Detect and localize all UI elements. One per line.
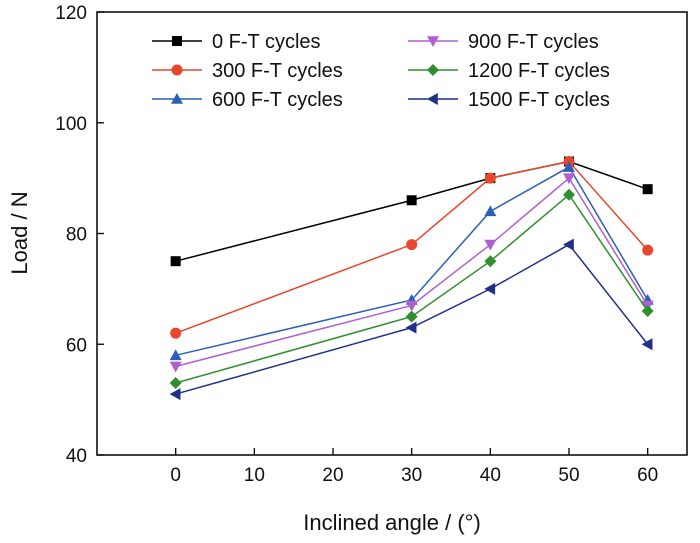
data-point-0-4 (642, 184, 653, 195)
data-point-4-4 (641, 305, 654, 318)
data-point-0-0 (170, 256, 181, 267)
x-tick-label-3: 30 (401, 465, 422, 486)
x-tick-label-4: 40 (480, 465, 501, 486)
y-axis-title: Load / N (7, 191, 32, 274)
data-point-0-1 (406, 195, 417, 206)
data-point-2-3 (563, 161, 575, 172)
data-point-1-4 (642, 244, 654, 256)
legend-item-4: 1200 F-T cycles (408, 60, 610, 82)
data-point-2-0 (169, 349, 182, 361)
data-point-1-1 (406, 239, 418, 251)
x-tick-label-6: 60 (637, 465, 658, 486)
series-line-4 (175, 193, 649, 384)
x-tick-label-5: 50 (558, 465, 579, 486)
legend-item-2: 600 F-T cycles (152, 89, 343, 111)
series-2 (169, 161, 654, 361)
legend-marker-0 (172, 36, 182, 46)
x-axis-title-text: Inclined angle / (°) (303, 510, 481, 535)
legend-marker-1 (171, 64, 183, 76)
data-point-1-0 (170, 327, 182, 339)
legend-label-2: 600 F-T cycles (212, 89, 343, 111)
data-point-1-2 (484, 172, 496, 184)
y-tick-label-3: 100 (55, 114, 87, 135)
y-tick-label-0: 40 (66, 446, 87, 467)
data-point-3-3 (563, 173, 575, 185)
series-4 (169, 188, 654, 390)
x-tick-label-1: 10 (244, 465, 265, 486)
legend-item-3: 900 F-T cycles (408, 31, 599, 53)
data-point-2-2 (484, 205, 497, 217)
data-point-4-0 (169, 377, 182, 390)
legend-item-5: 1500 F-T cycles (408, 89, 610, 111)
legend-label-4: 1200 F-T cycles (468, 60, 610, 82)
data-point-5-2 (484, 282, 496, 295)
data-point-5-3 (563, 238, 574, 251)
series-1 (170, 156, 654, 339)
legend-marker-3 (427, 36, 439, 47)
legend-label-1: 300 F-T cycles (212, 60, 343, 82)
y-tick-label-2: 80 (66, 225, 87, 246)
data-point-5-0 (169, 388, 181, 401)
data-point-5-4 (641, 338, 653, 351)
legend-item-0: 0 F-T cycles (152, 31, 321, 53)
legend-marker-5 (427, 93, 438, 105)
data-point-4-2 (484, 255, 497, 268)
data-point-5-1 (405, 321, 417, 334)
legend-label-0: 0 F-T cycles (212, 31, 321, 53)
data-point-3-0 (169, 361, 182, 373)
data-point-4-3 (563, 188, 575, 201)
data-point-3-2 (484, 239, 497, 251)
legend-label-3: 900 F-T cycles (468, 31, 599, 53)
data-point-3-1 (405, 300, 418, 312)
x-axis-title: Inclined angle / (°) (303, 510, 481, 535)
legend-marker-2 (171, 93, 183, 104)
legend-marker-4 (427, 64, 439, 76)
x-tick-label-2: 20 (322, 465, 343, 486)
data-point-4-1 (405, 310, 418, 323)
legend-item-1: 300 F-T cycles (152, 60, 343, 82)
y-tick-label-4: 120 (55, 3, 87, 24)
legend-label-5: 1500 F-T cycles (468, 89, 610, 111)
series-5 (169, 238, 653, 401)
y-tick-label-1: 60 (66, 335, 87, 356)
x-tick-label-0: 0 (170, 465, 181, 486)
